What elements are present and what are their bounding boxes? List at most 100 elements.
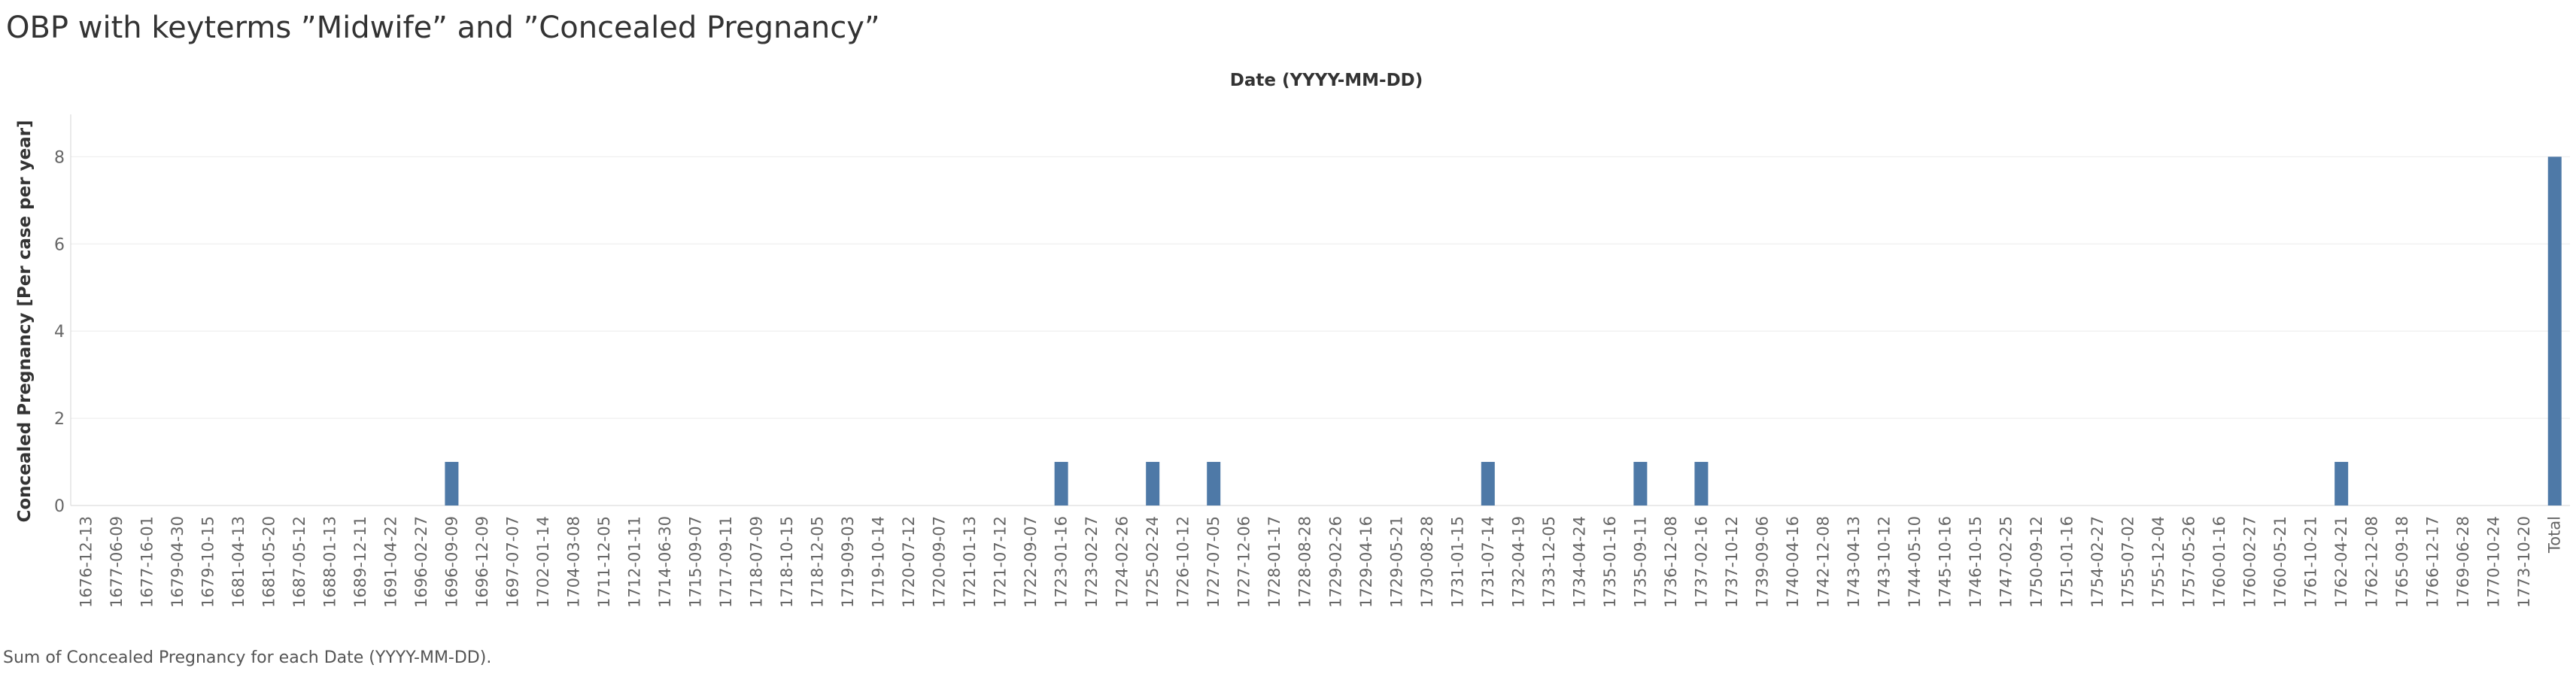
x-tick-label: 1704-03-08 xyxy=(564,516,582,608)
x-tick-label: 1739-09-06 xyxy=(1753,516,1771,608)
x-tick-label: 1719-09-03 xyxy=(839,516,857,608)
x-tick-label: 1696-12-09 xyxy=(473,516,491,608)
bar[interactable] xyxy=(1207,462,1221,506)
x-tick-label: 1773-10-20 xyxy=(2515,516,2533,608)
x-tick-label: 1718-10-15 xyxy=(778,516,796,608)
gridlines xyxy=(70,114,2570,506)
x-tick-label: 1729-05-21 xyxy=(1387,516,1405,608)
x-tick-label: 1730-08-28 xyxy=(1418,516,1436,608)
x-tick-label: 1728-01-17 xyxy=(1265,516,1283,608)
x-tick-label: 1762-12-08 xyxy=(2363,516,2381,608)
x-tick-label: 1702-01-14 xyxy=(534,516,552,608)
x-tick-label: 1723-02-27 xyxy=(1083,516,1101,608)
x-tick-label: 1727-07-05 xyxy=(1204,516,1223,608)
bar[interactable] xyxy=(445,462,459,506)
x-tick-label: 1733-12-05 xyxy=(1540,516,1558,608)
x-tick-label: 1725-02-24 xyxy=(1144,516,1162,608)
bar[interactable] xyxy=(1694,462,1709,506)
x-tick-label: 1731-01-15 xyxy=(1448,516,1466,608)
x-tick-label: 1689-12-11 xyxy=(351,516,369,608)
x-tick-label: 1691-04-22 xyxy=(381,516,399,608)
x-tick-label: 1681-04-13 xyxy=(229,516,248,608)
x-tick-label: 1717-09-11 xyxy=(717,516,735,608)
bar-chart: Date (YYYY-MM-DD) Concealed Pregnancy [P… xyxy=(15,71,2570,608)
x-tick-label: 1760-05-21 xyxy=(2271,516,2289,608)
x-tick-label: 1760-01-16 xyxy=(2210,516,2228,608)
x-tick-label: 1750-09-12 xyxy=(2028,516,2046,608)
y-tick-label: 4 xyxy=(54,323,65,342)
x-tick-label: 1720-09-07 xyxy=(931,516,949,608)
x-tick-label: 1731-07-14 xyxy=(1479,516,1497,608)
x-tick-label: 1732-04-19 xyxy=(1509,516,1527,608)
bars xyxy=(445,156,2562,506)
y-tick-label: 6 xyxy=(54,235,65,254)
x-tick-label: 1722-09-07 xyxy=(1022,516,1040,608)
x-tick-label: 1721-07-12 xyxy=(992,516,1010,608)
x-tick-label: 1747-02-25 xyxy=(1997,516,2016,608)
bar[interactable] xyxy=(1481,462,1495,506)
x-tick-label: 1720-07-12 xyxy=(900,516,918,608)
y-axis-ticks: 0 2 4 6 8 xyxy=(54,148,65,516)
x-tick-label: 1719-10-14 xyxy=(870,516,888,608)
x-tick-label: 1721-01-13 xyxy=(961,516,979,608)
x-tick-label: 1769-06-28 xyxy=(2454,516,2472,608)
x-tick-label: 1742-12-08 xyxy=(1814,516,1832,608)
x-tick-label: 1715-09-07 xyxy=(687,516,705,608)
x-tick-label: 1744-05-10 xyxy=(1906,516,1924,608)
x-tick-label: 1735-09-11 xyxy=(1631,516,1649,608)
x-tick-label: 1714-06-30 xyxy=(656,516,674,608)
x-tick-label: 1734-04-24 xyxy=(1570,516,1588,608)
x-tick-label: 1676-12-13 xyxy=(77,516,95,608)
chart-title: OBP with keyterms ”Midwife” and ”Conceal… xyxy=(6,11,880,45)
x-tick-label: 1718-07-09 xyxy=(748,516,766,608)
x-tick-label: 1766-12-17 xyxy=(2424,516,2442,608)
x-tick-label: 1745-10-16 xyxy=(1937,516,1955,608)
bar[interactable] xyxy=(1146,462,1160,506)
x-tick-label: 1755-12-04 xyxy=(2149,516,2167,608)
x-tick-label: 1760-02-27 xyxy=(2241,516,2259,608)
x-tick-label: 1711-12-05 xyxy=(595,516,613,608)
x-tick-label: 1743-10-12 xyxy=(1875,516,1893,608)
x-tick-label: 1729-04-16 xyxy=(1357,516,1375,608)
x-tick-label: 1712-01-11 xyxy=(625,516,643,608)
x-tick-label: 1746-10-15 xyxy=(1967,516,1985,608)
bar[interactable] xyxy=(2547,156,2562,506)
x-tick-label: 1679-10-15 xyxy=(199,516,217,608)
x-tick-label: 1770-10-24 xyxy=(2485,516,2503,608)
x-tick-label: 1737-10-12 xyxy=(1723,516,1741,608)
x-tick-label: 1718-12-05 xyxy=(809,516,827,608)
y-tick-label: 8 xyxy=(54,148,65,167)
x-tick-label: 1677-06-09 xyxy=(108,516,126,608)
x-tick-label: Total xyxy=(2546,516,2564,554)
x-tick-label: 1762-04-21 xyxy=(2332,516,2350,608)
bar[interactable] xyxy=(1054,462,1068,506)
x-tick-label: 1757-05-26 xyxy=(2180,516,2198,608)
x-tick-label: 1737-02-16 xyxy=(1692,516,1710,608)
x-tick-label: 1697-07-07 xyxy=(503,516,521,608)
x-tick-label: 1761-10-21 xyxy=(2302,516,2320,608)
x-tick-label: 1755-07-02 xyxy=(2119,516,2137,608)
x-tick-label: 1696-09-09 xyxy=(442,516,460,608)
x-tick-label: 1727-12-06 xyxy=(1235,516,1253,608)
x-tick-label: 1687-05-12 xyxy=(290,516,308,608)
x-tick-label: 1681-05-20 xyxy=(260,516,278,608)
bar[interactable] xyxy=(2334,462,2349,506)
x-tick-label: 1677-16-01 xyxy=(138,516,156,608)
x-tick-label: 1679-04-30 xyxy=(169,516,187,608)
x-axis-label: Date (YYYY-MM-DD) xyxy=(1230,71,1423,90)
x-tick-label: 1754-02-27 xyxy=(2088,516,2107,608)
x-tick-label: 1729-02-26 xyxy=(1326,516,1344,608)
x-tick-label: 1765-09-18 xyxy=(2393,516,2411,608)
x-tick-label: 1736-12-08 xyxy=(1662,516,1680,608)
chart-caption: Sum of Concealed Pregnancy for each Date… xyxy=(3,648,492,667)
x-tick-label: 1724-02-26 xyxy=(1113,516,1132,608)
x-tick-label: 1688-01-13 xyxy=(320,516,339,608)
x-axis-ticks: 1676-12-13 1677-06-09 1677-16-01 1679-04-30… xyxy=(77,516,2563,608)
y-tick-label: 2 xyxy=(54,410,65,429)
x-tick-label: 1740-04-16 xyxy=(1784,516,1802,608)
x-tick-label: 1726-10-12 xyxy=(1174,516,1192,608)
x-tick-label: 1751-01-16 xyxy=(2058,516,2076,608)
y-axis-label: Concealed Pregnancy [Per case per year] xyxy=(15,120,35,522)
bar[interactable] xyxy=(1633,462,1648,506)
x-tick-label: 1728-08-28 xyxy=(1296,516,1314,608)
